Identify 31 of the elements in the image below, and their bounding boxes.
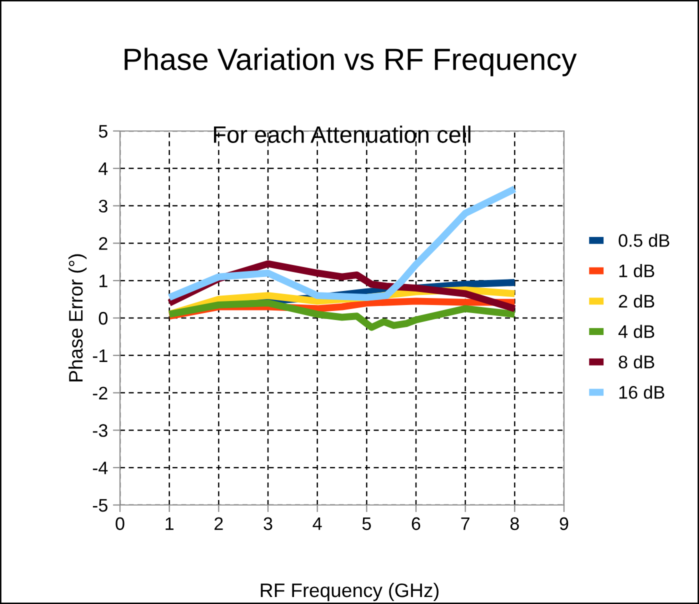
x-tick-label: 4 [312, 517, 322, 530]
legend-label: 0.5 dB [618, 234, 670, 247]
chart-title: Phase Variation vs RF Frequency [124, 48, 577, 76]
y-tick-label: 5 [98, 125, 108, 138]
legend-label: 1 dB [619, 264, 654, 278]
y-tick-label: -2 [92, 386, 108, 400]
chart-subtitle: For each Attenuation cell [214, 126, 470, 143]
x-tick-label: 9 [560, 517, 568, 530]
y-tick-label: -1 [92, 350, 108, 362]
legend-label: 8 dB [618, 355, 654, 368]
y-axis-title: Phase Error (°) [68, 254, 87, 382]
x-tick-label: 3 [264, 517, 272, 530]
x-tick-label: 1 [166, 517, 174, 530]
legend-label: 2 dB [618, 294, 654, 308]
legend-label: 4 dB [618, 324, 654, 338]
y-tick-label: 4 [98, 162, 108, 175]
x-tick-label: 2 [214, 517, 223, 530]
y-tick-label: -4 [92, 462, 108, 474]
x-tick-label: 6 [412, 517, 420, 530]
y-tick-label: -3 [92, 424, 108, 437]
y-tick-label: -5 [92, 499, 108, 512]
x-tick-label: 7 [461, 517, 470, 530]
y-tick-label: 3 [98, 200, 108, 213]
legend-label: 16 dB [619, 386, 664, 399]
x-tick-label: 0 [116, 517, 124, 530]
y-tick-label: 0 [98, 312, 108, 325]
y-tick-label: 1 [100, 274, 108, 288]
x-axis-title: RF Frequency (GHz) [260, 582, 439, 602]
x-tick-label: 5 [362, 517, 371, 530]
x-tick-label: 8 [510, 517, 519, 530]
y-tick-label: 2 [99, 237, 108, 250]
